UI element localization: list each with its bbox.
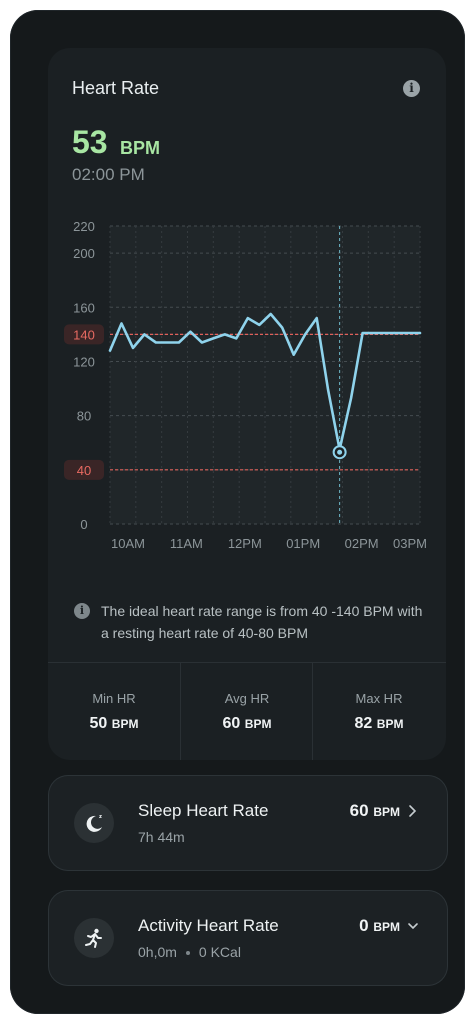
x-tick-label: 02PM: [345, 536, 379, 551]
current-heart-rate: 53: [72, 124, 108, 160]
sleep-title: Sleep Heart Rate: [138, 801, 269, 820]
y-tick-highlight: [64, 324, 104, 345]
selected-point-dot: [337, 449, 343, 455]
y-tick-highlight: [64, 459, 104, 480]
heart-rate-chart[interactable]: 0 40 80 120 140 160 200 220 10AM 11AM 12PM 01PM 02PM…: [48, 208, 446, 598]
stat-avg-hr: Avg HR 60 BPM: [180, 663, 313, 760]
running-icon: [74, 918, 114, 958]
stat-label: Avg HR: [224, 691, 270, 706]
heart-rate-card: Heart Rate i 53 BPM 02:00 PM 0 40 80 120 140…: [48, 48, 446, 760]
current-heart-rate-unit: BPM: [120, 138, 160, 158]
stat-min-hr: Min HR 50 BPM: [48, 663, 180, 760]
y-tick-label: 140: [73, 327, 95, 342]
stat-max-hr: Max HR 82 BPM: [312, 663, 445, 760]
x-tick-label: 12PM: [228, 536, 262, 551]
x-tick-label: 01PM: [286, 536, 320, 551]
y-tick-label: 0: [80, 517, 87, 532]
heart-rate-series-line: [108, 312, 422, 451]
svg-text:z: z: [96, 817, 100, 824]
stat-label: Min HR: [92, 691, 136, 706]
x-tick-label: 11AM: [170, 536, 203, 551]
y-tick-label: 160: [73, 300, 95, 315]
info-icon: i: [74, 603, 90, 619]
y-tick-label: 220: [73, 219, 95, 234]
activity-title: Activity Heart Rate: [138, 916, 279, 935]
reading-time: 02:00 PM: [72, 165, 145, 184]
stat-value: 50 BPM: [89, 715, 139, 732]
sleep-moon-icon: z z: [74, 803, 114, 843]
x-tick-label: 03PM: [393, 536, 427, 551]
stat-value: 60 BPM: [222, 715, 272, 732]
stats-row: Min HR 50 BPM Avg HR 60 BPM Max HR 82 BP…: [48, 662, 446, 760]
stat-label: Max HR: [355, 691, 403, 706]
sleep-value: 60 BPM: [349, 801, 400, 820]
plot-area: [110, 226, 420, 524]
card-title: Heart Rate: [72, 78, 160, 98]
ideal-range-note: The ideal heart rate range is from 40 -1…: [101, 603, 423, 641]
activity-heart-rate-card[interactable]: Activity Heart Rate 0h,0m 0 KCal 0 BPM: [48, 890, 448, 986]
x-tick-label: 10AM: [111, 536, 145, 551]
chevron-right-icon[interactable]: [406, 801, 420, 821]
svg-text:z: z: [99, 814, 102, 820]
stat-value: 82 BPM: [354, 715, 404, 732]
y-tick-label: 80: [77, 409, 91, 424]
activity-value: 0 BPM: [359, 916, 400, 935]
y-tick-label: 40: [77, 463, 91, 478]
info-icon[interactable]: i: [403, 80, 420, 97]
sleep-heart-rate-card[interactable]: z z Sleep Heart Rate 7h 44m 60 BPM: [48, 775, 448, 871]
chevron-down-icon[interactable]: [406, 916, 420, 936]
sleep-duration: 7h 44m: [138, 829, 185, 845]
activity-summary: 0h,0m 0 KCal: [138, 944, 241, 960]
y-tick-label: 200: [73, 246, 95, 261]
y-tick-label: 120: [73, 354, 95, 369]
phone-frame: Heart Rate i 53 BPM 02:00 PM 0 40 80 120 140…: [10, 10, 465, 1014]
